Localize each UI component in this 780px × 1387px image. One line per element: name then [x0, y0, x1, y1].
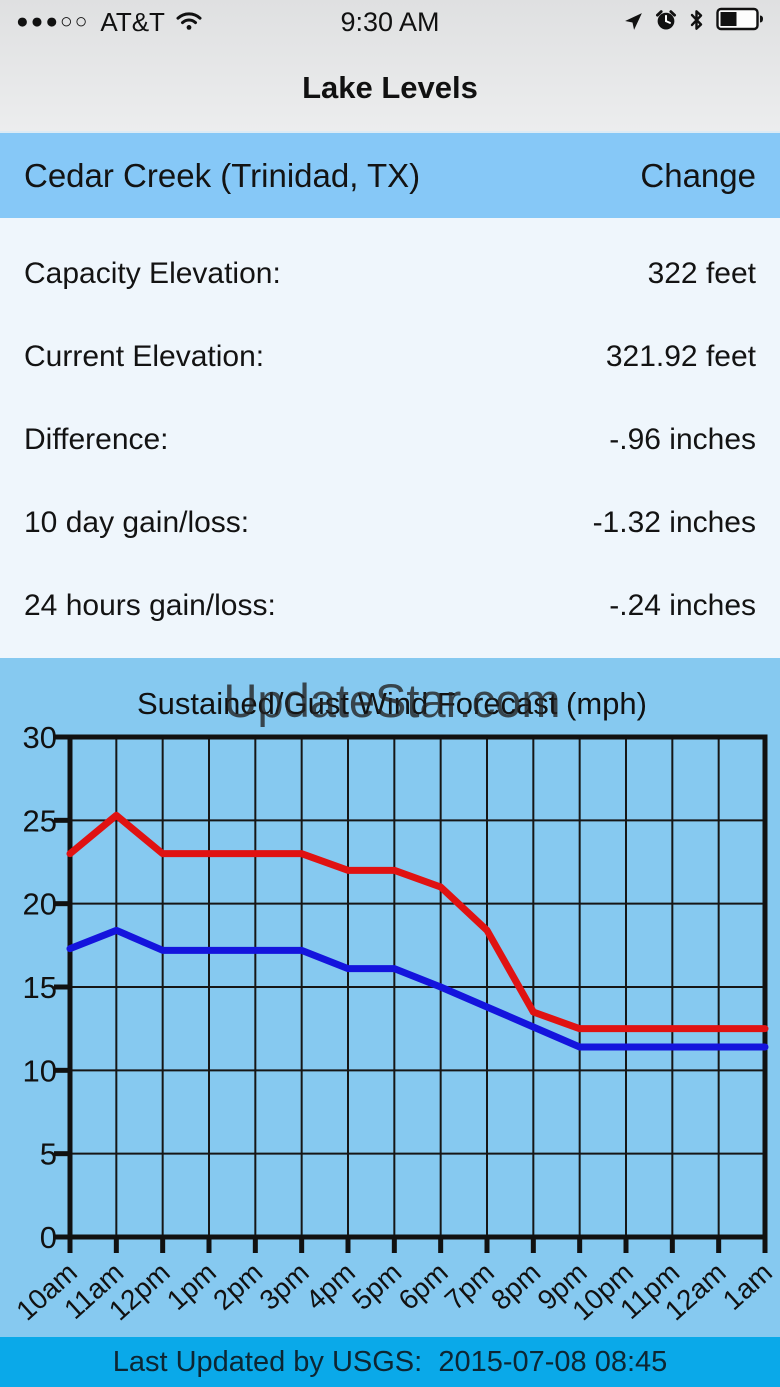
info-value: 321.92 feet: [605, 339, 756, 373]
info-label: Current Elevation:: [24, 339, 265, 373]
chart-section: 0 5 10 15 20 25 30 10am 11am 12pm 1pm 2pm 3pm 4pm 5pm 6…: [0, 658, 780, 1337]
battery-icon: [716, 7, 764, 38]
y-tick-label: 0: [40, 1220, 57, 1255]
x-tick-label: 1pm: [161, 1256, 222, 1315]
y-tick-label: 5: [40, 1137, 57, 1172]
y-tick-label: 20: [23, 887, 57, 922]
x-tick-label: 8pm: [485, 1256, 546, 1315]
bluetooth-icon: [689, 7, 704, 38]
info-label: 10 day gain/loss:: [24, 505, 250, 539]
x-tick-label: 4pm: [300, 1256, 361, 1315]
last-updated-text: Last Updated by USGS: 2015-07-08 08:45: [112, 1345, 668, 1378]
y-tick-label: 15: [23, 970, 57, 1005]
status-bar: ●●●○○ AT&T 9:30 AM: [0, 0, 780, 44]
info-row-difference: Difference: -.96 inches: [0, 398, 780, 481]
gust-line: [66, 811, 769, 1033]
info-row-24-hours-gain-loss: 24 hours gain/loss: -.24 inches: [0, 564, 780, 647]
x-tick-label: 1am: [717, 1256, 778, 1315]
info-value: -.96 inches: [609, 422, 756, 456]
info-row-current-elevation: Current Elevation: 321.92 feet: [0, 315, 780, 398]
change-button[interactable]: Change: [640, 156, 756, 194]
carrier-label: AT&T: [100, 6, 165, 37]
x-tick-label: 5pm: [346, 1256, 407, 1315]
y-tick-label: 10: [23, 1053, 57, 1088]
info-row-capacity-elevation: Capacity Elevation: 322 feet: [0, 232, 780, 315]
info-value: 322 feet: [647, 256, 756, 290]
top-bar: ●●●○○ AT&T 9:30 AM: [0, 0, 780, 131]
nav-bar: Lake Levels: [0, 44, 780, 131]
y-tick-label: 30: [23, 720, 57, 755]
x-tick-label: 7pm: [439, 1256, 500, 1315]
x-tick-label: 6pm: [392, 1256, 453, 1315]
info-value: -.24 inches: [609, 588, 756, 622]
station-name: Cedar Creek (Trinidad, TX): [24, 156, 421, 194]
wifi-icon: [176, 7, 202, 38]
sustained-line: [66, 926, 769, 1051]
x-tick-label: 2pm: [207, 1256, 268, 1315]
info-value: -1.32 inches: [592, 505, 756, 539]
y-tick-label: 25: [23, 803, 57, 838]
info-row-10-day-gain-loss: 10 day gain/loss: -1.32 inches: [0, 481, 780, 564]
info-label: Capacity Elevation:: [24, 256, 281, 290]
footer-bar: Last Updated by USGS: 2015-07-08 08:45: [0, 1337, 780, 1387]
location-arrow-icon: [624, 7, 643, 38]
alarm-clock-icon: [655, 7, 677, 38]
chart-title: Sustained/Gust Wind Forecast (mph): [137, 686, 647, 721]
station-bar: Cedar Creek (Trinidad, TX) Change: [0, 131, 780, 218]
x-tick-label: 3pm: [253, 1256, 314, 1315]
info-label: Difference:: [24, 422, 169, 456]
page-title: Lake Levels: [302, 69, 478, 105]
status-left: ●●●○○ AT&T: [16, 7, 202, 38]
wind-forecast-chart: 05101520253010am11am12pm1pm2pm3pm4pm5pm6…: [10, 674, 778, 1326]
watermark-text: UpdateStar.com: [223, 674, 560, 727]
info-label: 24 hours gain/loss:: [24, 588, 276, 622]
status-right: [624, 7, 764, 38]
info-panel: Capacity Elevation: 322 feet Current Ele…: [0, 218, 780, 658]
signal-strength-icon: ●●●○○: [16, 10, 90, 33]
